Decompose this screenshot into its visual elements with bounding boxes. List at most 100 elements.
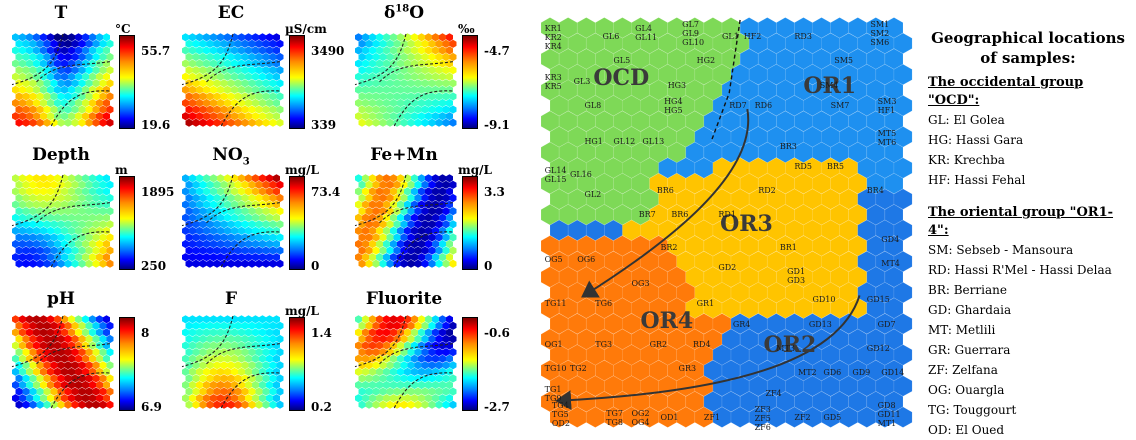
map-cell xyxy=(259,328,266,337)
map-cell xyxy=(213,387,221,396)
map-cell xyxy=(78,400,86,409)
map-cell xyxy=(379,259,387,268)
map-cell xyxy=(446,174,453,183)
map-cell xyxy=(47,85,54,94)
map-cell xyxy=(189,200,196,209)
panel-title: EC xyxy=(217,3,245,23)
cluster-cell xyxy=(884,79,904,101)
map-cell xyxy=(418,380,425,390)
map-cell xyxy=(386,233,394,242)
map-cell xyxy=(241,348,249,357)
map-cell xyxy=(411,174,418,183)
map-cell xyxy=(206,400,214,409)
legend-item: MT: Metlili xyxy=(928,323,996,337)
map-cell xyxy=(369,98,376,108)
map-cell xyxy=(36,92,44,101)
map-cell xyxy=(404,33,411,42)
map-cell xyxy=(182,112,189,121)
map-cell xyxy=(259,354,266,363)
sample-label: OG3 xyxy=(631,279,650,289)
map-cell xyxy=(71,79,79,88)
map-cell xyxy=(15,39,23,48)
map-cell xyxy=(365,180,373,189)
map-cell xyxy=(29,39,37,48)
sample-label: KR3 KR5 xyxy=(544,72,562,91)
map-cell xyxy=(425,239,432,249)
legend-item: BR: Berriane xyxy=(928,283,1007,297)
map-cell xyxy=(182,341,189,350)
map-cell xyxy=(269,348,277,357)
map-cell xyxy=(266,253,273,262)
map-cell xyxy=(262,66,270,75)
map-cell xyxy=(376,394,383,403)
map-cell xyxy=(47,226,54,235)
map-cell xyxy=(92,193,100,203)
map-cell xyxy=(358,52,366,62)
map-cell xyxy=(82,85,89,94)
map-cell xyxy=(103,213,110,222)
map-cell xyxy=(220,105,228,114)
map-cell xyxy=(425,112,432,121)
map-cell xyxy=(75,72,82,81)
map-cell xyxy=(238,328,245,337)
map-cell xyxy=(442,220,450,229)
map-cell xyxy=(379,321,387,330)
map-cell xyxy=(206,92,214,101)
map-cell xyxy=(99,246,107,255)
colorbar-unit: °C xyxy=(115,22,131,36)
map-cell xyxy=(425,226,432,235)
map-cell xyxy=(196,315,203,324)
map-cell xyxy=(379,207,387,216)
map-cell xyxy=(99,52,107,62)
map-cell xyxy=(386,118,394,127)
map-cell xyxy=(252,328,259,337)
map-cell xyxy=(68,315,75,324)
map-cell xyxy=(29,92,37,101)
map-cell xyxy=(386,321,394,330)
map-cell xyxy=(43,361,51,370)
map-cell xyxy=(362,253,369,262)
map-cell xyxy=(234,180,242,189)
map-cell xyxy=(71,334,79,344)
map-cell xyxy=(29,387,37,396)
map-cell xyxy=(189,253,196,262)
map-cell xyxy=(12,33,19,42)
map-cell xyxy=(189,187,196,196)
map-cell xyxy=(89,33,96,42)
map-cell xyxy=(224,341,231,350)
map-cell xyxy=(266,46,273,55)
map-cell xyxy=(241,246,249,255)
map-cell xyxy=(421,259,429,268)
map-cell xyxy=(99,220,107,229)
map-cell xyxy=(404,187,411,196)
map-cell xyxy=(75,328,82,337)
cluster-boundary xyxy=(181,315,234,368)
map-cell xyxy=(15,180,23,189)
map-cell xyxy=(262,39,270,48)
map-cell xyxy=(372,387,380,396)
sample-label: GL1 xyxy=(722,32,739,42)
map-cell xyxy=(75,367,82,376)
map-cell xyxy=(390,328,397,337)
map-cell xyxy=(189,46,196,55)
map-cell xyxy=(203,59,210,68)
map-cell xyxy=(199,105,207,114)
map-cell xyxy=(182,85,189,94)
cluster-boundary xyxy=(11,33,64,86)
map-cell xyxy=(182,187,189,196)
map-cell xyxy=(390,239,397,249)
map-cell xyxy=(220,233,228,242)
colorbar xyxy=(462,176,478,270)
map-cell xyxy=(64,334,72,344)
map-cell xyxy=(276,92,284,101)
map-cell xyxy=(36,52,44,62)
map-cell xyxy=(71,387,79,396)
map-cell xyxy=(397,213,404,222)
map-cell xyxy=(15,321,23,330)
map-cell xyxy=(57,193,65,203)
map-cell xyxy=(57,92,65,101)
map-cell xyxy=(189,315,196,324)
map-cell xyxy=(362,239,369,249)
cluster-boundary xyxy=(354,174,407,227)
map-cell xyxy=(29,66,37,75)
